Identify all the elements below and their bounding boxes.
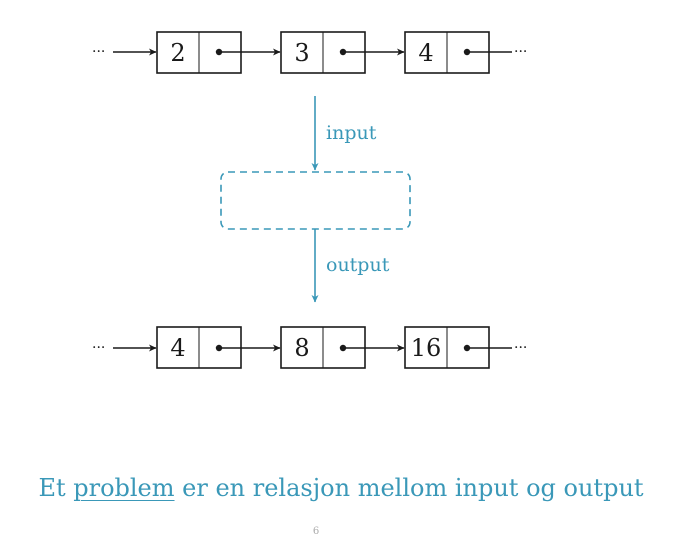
input-node-value: 4	[418, 39, 433, 67]
output-node-value: 4	[170, 334, 185, 362]
caption: Et problem er en relasjon mellom input o…	[0, 474, 682, 502]
input-label: input	[326, 122, 377, 144]
caption-suffix: er en relasjon mellom input og output	[174, 474, 644, 502]
input-trailing-ellipsis: ···	[514, 44, 527, 60]
output-leading-ellipsis: ···	[92, 340, 105, 356]
caption-term-problem: problem	[73, 474, 175, 502]
page-number: 6	[312, 526, 320, 537]
algorithm-box	[220, 171, 411, 230]
input-leading-ellipsis: ···	[92, 44, 105, 60]
input-node-value: 3	[294, 39, 309, 67]
caption-prefix: Et	[38, 474, 74, 502]
output-label: output	[326, 254, 390, 276]
output-node-value: 8	[294, 334, 309, 362]
input-linked-list: ··· 2 3 4 ···	[92, 31, 527, 74]
transform-flow: input output	[220, 96, 411, 303]
input-node: 3	[280, 31, 366, 74]
output-node-value: 16	[411, 334, 442, 362]
output-linked-list: ··· 4 8 16 ···	[92, 326, 527, 369]
input-node-value: 2	[170, 39, 185, 67]
output-trailing-ellipsis: ···	[514, 340, 527, 356]
